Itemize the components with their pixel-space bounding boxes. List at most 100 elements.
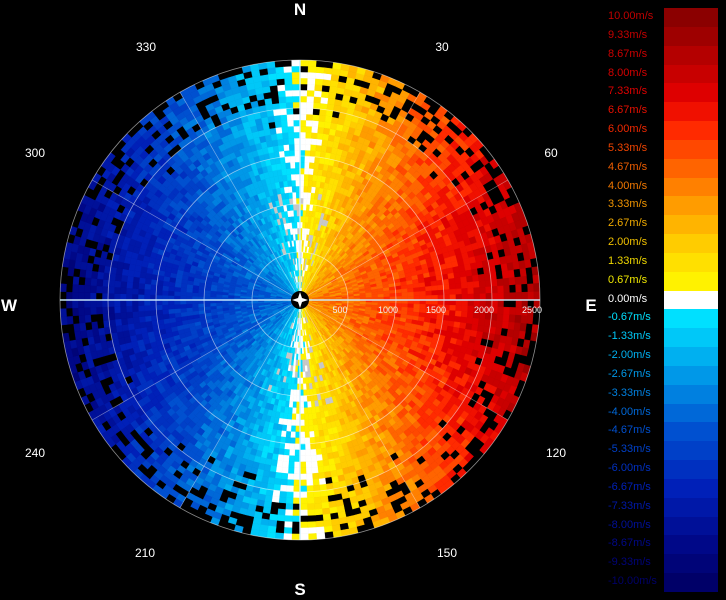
velocity-bin: [430, 280, 438, 287]
velocity-bin: [497, 306, 505, 315]
velocity-bin: [313, 102, 321, 110]
velocity-bin: [267, 477, 276, 485]
velocity-bin: [317, 466, 325, 474]
velocity-bin: [308, 168, 315, 175]
velocity-bin: [290, 431, 296, 439]
velocity-bin: [299, 107, 307, 115]
velocity-bin: [311, 132, 318, 140]
velocity-bin: [306, 485, 314, 493]
velocity-bin: [497, 292, 505, 301]
velocity-bin: [299, 143, 306, 151]
velocity-bin: [502, 277, 510, 287]
velocity-bin: [306, 113, 314, 121]
velocity-bin: [309, 442, 316, 450]
velocity-bin: [277, 508, 286, 516]
velocity-bin: [303, 419, 310, 427]
velocity-bin: [515, 292, 523, 301]
velocity-bin: [454, 310, 462, 318]
velocity-bin: [304, 431, 310, 439]
velocity-bin: [495, 320, 504, 329]
velocity-bin: [291, 407, 297, 415]
velocity-bin: [316, 454, 323, 462]
velocity-bin: [303, 191, 308, 199]
velocity-bin: [455, 305, 463, 312]
velocity-bin: [307, 71, 317, 79]
velocity-bin: [304, 425, 310, 433]
velocity-bin: [275, 520, 285, 528]
velocity-bin: [285, 425, 292, 432]
velocity-bin: [472, 317, 480, 326]
velocity-bin: [299, 515, 308, 523]
velocity-bin: [283, 448, 290, 456]
velocity-bin: [303, 179, 309, 187]
velocity-bin: [304, 149, 311, 157]
velocity-bin: [309, 150, 316, 158]
velocity-bin: [309, 156, 316, 164]
velocity-bin: [473, 293, 481, 301]
velocity-bin: [286, 479, 294, 487]
velocity-bin: [323, 471, 332, 479]
velocity-bin: [479, 293, 487, 301]
velocity-bin: [285, 491, 294, 499]
velocity-bin: [269, 507, 279, 516]
velocity-bin: [307, 521, 317, 529]
velocity-bin: [484, 279, 492, 288]
velocity-bin: [311, 460, 318, 468]
velocity-bin: [293, 467, 301, 475]
velocity-bin: [304, 449, 312, 457]
velocity-bin: [308, 425, 315, 432]
velocity-bin: [306, 89, 315, 97]
velocity-bin: [315, 72, 325, 80]
velocity-bin: [473, 287, 481, 295]
velocity-bin: [503, 292, 511, 301]
velocity-bin: [271, 495, 280, 504]
velocity-bin: [454, 277, 462, 284]
velocity-bin: [460, 316, 468, 324]
velocity-bin: [501, 321, 510, 330]
velocity-bin: [299, 131, 307, 139]
velocity-bin: [365, 294, 373, 298]
velocity-bin: [299, 533, 309, 540]
velocity-bin: [449, 294, 457, 301]
velocity-bin: [293, 473, 301, 481]
velocity-bin: [306, 503, 315, 511]
velocity-bin: [485, 293, 493, 301]
velocity-bin: [307, 83, 316, 91]
velocity-bin: [395, 292, 403, 297]
velocity-bin: [508, 277, 516, 286]
velocity-bin: [311, 120, 320, 128]
velocity-bin: [277, 502, 287, 510]
velocity-bin: [477, 267, 485, 276]
velocity-bin: [313, 90, 323, 98]
velocity-bin: [306, 479, 314, 487]
velocity-bin: [303, 413, 309, 421]
velocity-bin: [312, 424, 319, 432]
velocity-bin: [321, 501, 330, 510]
velocity-bin: [519, 322, 528, 332]
velocity-bin: [299, 479, 307, 487]
velocity-bin: [305, 119, 313, 127]
velocity-bin: [280, 478, 288, 486]
velocity-bin: [268, 519, 278, 528]
velocity-bin: [425, 290, 433, 296]
velocity-bin: [311, 412, 317, 420]
velocity-bin: [299, 467, 307, 475]
velocity-bin: [311, 472, 320, 480]
velocity-bin: [321, 90, 330, 99]
velocity-bin: [286, 485, 294, 493]
velocity-bin: [419, 290, 427, 297]
velocity-bin: [490, 279, 498, 287]
velocity-bin: [289, 437, 296, 445]
velocity-bin: [401, 288, 408, 294]
velocity-bin: [436, 284, 444, 291]
velocity-bin: [276, 460, 284, 468]
velocity-bin: [284, 515, 293, 523]
velocity-bin: [299, 89, 308, 97]
velocity-bin: [299, 155, 306, 163]
velocity-bin: [509, 292, 517, 301]
velocity-bin: [288, 455, 295, 463]
velocity-bin: [299, 521, 309, 529]
velocity-bin: [477, 318, 486, 327]
velocity-bin: [413, 291, 421, 297]
radar-ppi-view[interactable]: 500 1000 1500 2000 2500 N E S W 30 60 120 15…: [0, 0, 600, 600]
